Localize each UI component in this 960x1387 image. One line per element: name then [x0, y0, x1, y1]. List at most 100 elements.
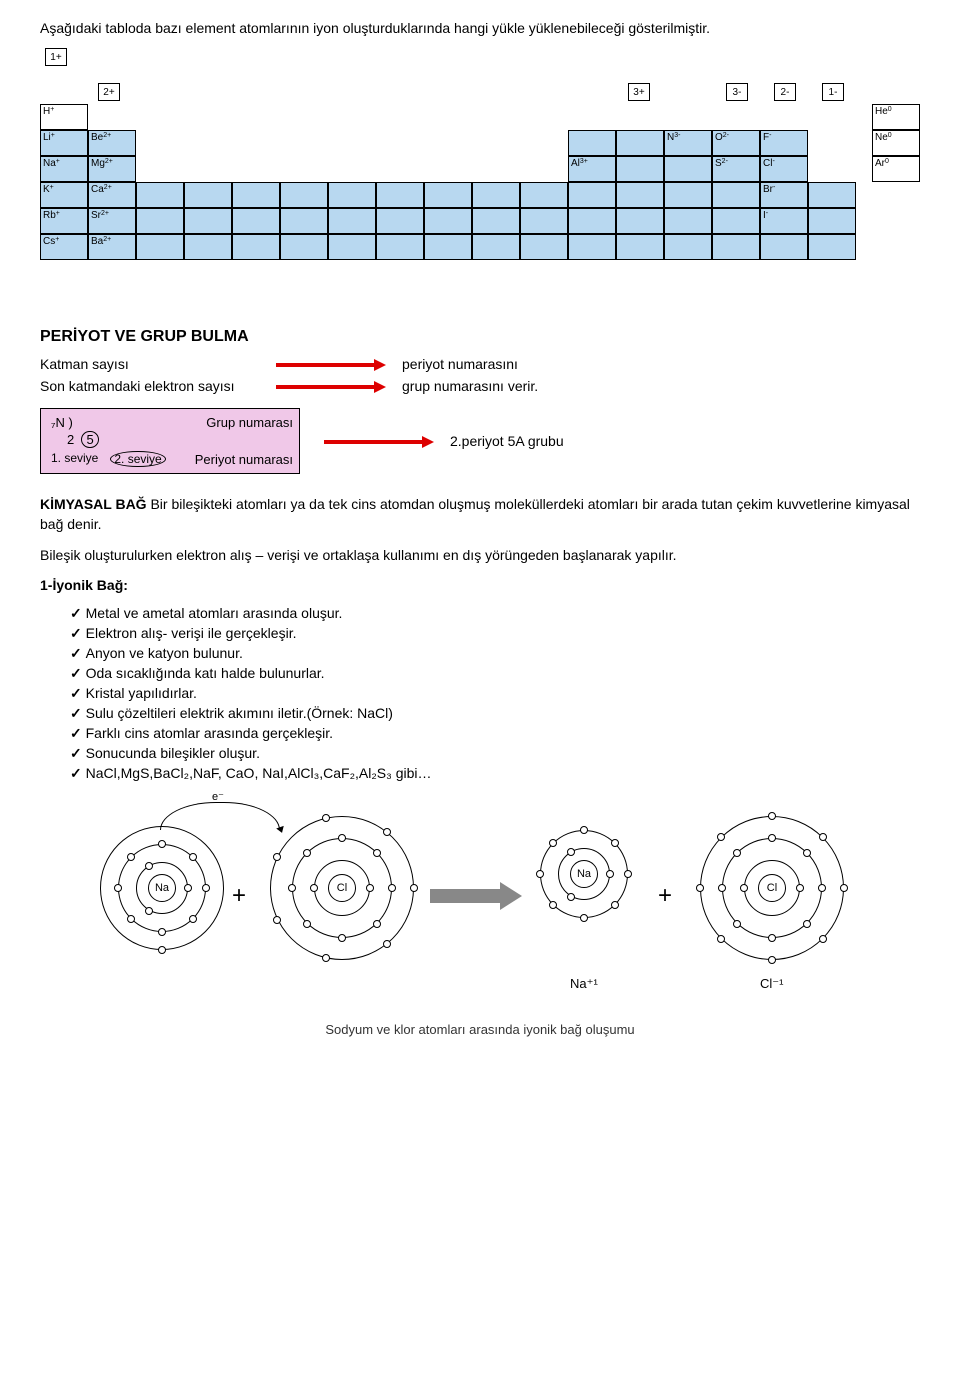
element-cell	[184, 234, 232, 260]
element-cell	[280, 208, 328, 234]
charge-label: 3-	[726, 83, 748, 101]
atom-cl: Cl	[700, 816, 844, 960]
element-cell	[376, 208, 424, 234]
ionic-bond-diagram: NaClNaCl++e⁻Na⁺¹Cl⁻¹	[40, 796, 920, 1016]
charge-label: 3+	[628, 83, 650, 101]
element-cell	[328, 234, 376, 260]
element-cell	[472, 234, 520, 260]
element-cell	[712, 208, 760, 234]
element-cell: K+	[40, 182, 88, 208]
example-row: ₇N ) 2 5 Grup numarası 1. seviye 2. sevi…	[40, 408, 920, 474]
atom-na: Na	[540, 830, 628, 918]
element-cell	[664, 208, 712, 234]
na-ion-label: Na⁺¹	[570, 976, 598, 992]
charge-label: 1-	[822, 83, 844, 101]
element-cell	[472, 182, 520, 208]
element-cell: Na+	[40, 156, 88, 182]
element-cell	[376, 234, 424, 260]
arrow-icon	[276, 359, 386, 369]
charge-label: 1+	[45, 48, 67, 66]
element-cell	[184, 182, 232, 208]
element-cell	[568, 234, 616, 260]
element-cell: Ar0	[872, 156, 920, 182]
arrow-row: Son katmandaki elektron sayısı grup numar…	[40, 378, 920, 394]
example-result: 2.periyot 5A grubu	[450, 433, 564, 449]
list-item: Sonucunda bileşikler oluşur.	[70, 745, 920, 762]
element-cell: Li+	[40, 130, 88, 156]
element-cell	[664, 182, 712, 208]
element-cell: I-	[760, 208, 808, 234]
element-cell	[280, 182, 328, 208]
arrow-left-label: Katman sayısı	[40, 356, 260, 372]
arrow-right-label: grup numarasını verir.	[402, 378, 538, 394]
element-cell	[712, 182, 760, 208]
element-cell: O2-	[712, 130, 760, 156]
list-item: Kristal yapılıdırlar.	[70, 685, 920, 702]
arrow-icon	[324, 436, 434, 446]
element-cell	[520, 182, 568, 208]
element-cell: F-	[760, 130, 808, 156]
element-cell	[424, 208, 472, 234]
element-cell	[616, 130, 664, 156]
element-cell	[616, 208, 664, 234]
element-cell: Cl-	[760, 156, 808, 182]
level2-label: 2. seviye	[110, 451, 165, 467]
charge-label: 2-	[774, 83, 796, 101]
list-item: NaCl,MgS,BaCl₂,NaF, CaO, NaI,AlCl₃,CaF₂,…	[70, 765, 920, 782]
element-cell	[616, 182, 664, 208]
arrow-left-label: Son katmandaki elektron sayısı	[40, 378, 260, 394]
element-cell: Ba2+	[88, 234, 136, 260]
diagram-caption: Sodyum ve klor atomları arasında iyonik …	[40, 1022, 920, 1037]
intro-text: Aşağıdaki tabloda bazı element atomların…	[40, 20, 920, 36]
ionic-bond-list: Metal ve ametal atomları arasında oluşur…	[70, 605, 920, 782]
period-number-label: Periyot numarası	[195, 452, 293, 467]
element-cell: Cs+	[40, 234, 88, 260]
element-cell	[472, 208, 520, 234]
element-cell	[136, 208, 184, 234]
cl-ion-label: Cl⁻¹	[760, 976, 783, 992]
element-cell	[520, 208, 568, 234]
element-cell	[664, 234, 712, 260]
element-cell	[424, 182, 472, 208]
element-cell: Ne0	[872, 130, 920, 156]
list-item: Farklı cins atomlar arasında gerçekleşir…	[70, 725, 920, 742]
electron-config-box: ₇N ) 2 5 Grup numarası 1. seviye 2. sevi…	[40, 408, 300, 474]
element-cell	[232, 208, 280, 234]
element-cell: Sr2+	[88, 208, 136, 234]
element-cell	[184, 208, 232, 234]
element-cell: H+	[40, 104, 88, 130]
list-item: Metal ve ametal atomları arasında oluşur…	[70, 605, 920, 622]
kimyasal-bag-para: KİMYASAL BAĞ Bir bileşikteki atomları ya…	[40, 494, 920, 535]
para2: Bileşik oluşturulurken elektron alış – v…	[40, 545, 920, 565]
element-cell	[280, 234, 328, 260]
element-cell: Ca2+	[88, 182, 136, 208]
element-cell	[712, 234, 760, 260]
element-cell	[616, 156, 664, 182]
list-item: Sulu çözeltileri elektrik akımını iletir…	[70, 705, 920, 722]
list-item: Anyon ve katyon bulunur.	[70, 645, 920, 662]
element-cell	[568, 182, 616, 208]
section1-title: PERİYOT VE GRUP BULMA	[40, 328, 920, 346]
element-cell	[760, 234, 808, 260]
group-number-label: Grup numarası	[206, 415, 293, 430]
element-cell	[568, 208, 616, 234]
periodic-table: 1+2+3+3-2-1-H+He0Li+Be2+N3-O2-F-Ne0Na+Mg…	[40, 48, 920, 308]
element-cell	[520, 234, 568, 260]
element-cell	[232, 182, 280, 208]
element-cell: Mg2+	[88, 156, 136, 182]
element-cell	[664, 156, 712, 182]
element-cell: S2-	[712, 156, 760, 182]
element-cell	[232, 234, 280, 260]
list-item: Elektron alış- verişi ile gerçekleşir.	[70, 625, 920, 642]
element-cell	[808, 182, 856, 208]
plus-icon: +	[232, 882, 246, 910]
element-cell	[328, 208, 376, 234]
kimyasal-bag-title: KİMYASAL BAĞ	[40, 496, 147, 512]
charge-label: 2+	[98, 83, 120, 101]
element-cell	[376, 182, 424, 208]
iyonik-title: 1-İyonik Bağ:	[40, 577, 128, 593]
element-cell	[808, 234, 856, 260]
element-cell: He0	[872, 104, 920, 130]
element-cell: Br-	[760, 182, 808, 208]
element-cell	[136, 182, 184, 208]
